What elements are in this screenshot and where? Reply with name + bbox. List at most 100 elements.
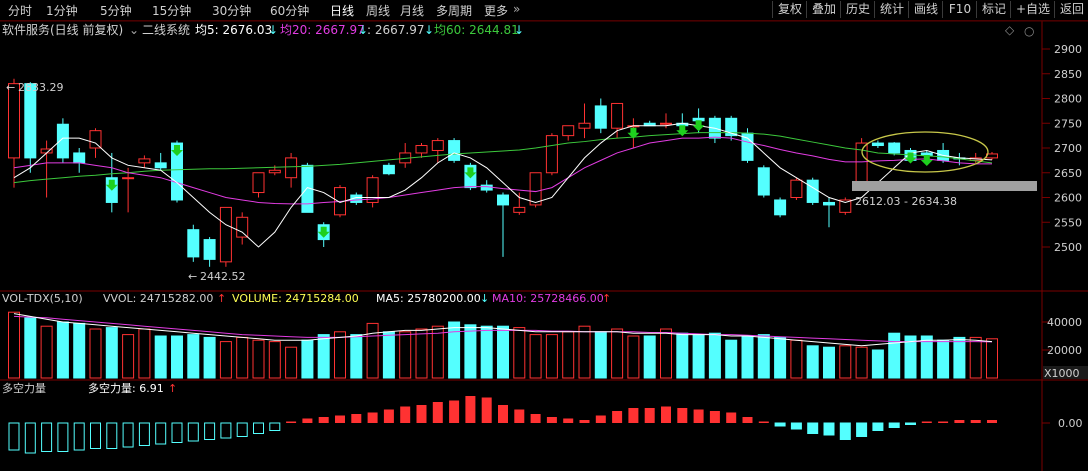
- vol-ma5-value: MA5: 25780200.00: [376, 292, 481, 305]
- candle: [431, 138, 444, 163]
- force-bar-positive: [514, 409, 525, 423]
- force-bar-negative: [187, 422, 199, 442]
- tab-5min[interactable]: 5分钟: [100, 4, 132, 18]
- force-bar-positive: [661, 406, 671, 423]
- force-bar-negative: [106, 422, 118, 449]
- force-bar-positive: [938, 421, 949, 423]
- force-bar-positive: [644, 408, 655, 423]
- tab-multi-period[interactable]: 多周期: [436, 4, 473, 18]
- tab-more[interactable]: 更多: [484, 4, 509, 18]
- candle: [285, 152, 298, 188]
- volume-axis: 40000 20000: [1042, 316, 1082, 357]
- volume-bar: [741, 335, 754, 379]
- candle: [545, 133, 558, 176]
- volume-bar: [138, 328, 151, 379]
- candle: [562, 125, 575, 141]
- volume-bar: [415, 328, 428, 379]
- force-panel-header: 多空力量 多空力量: 6.91 ↑: [2, 381, 177, 395]
- force-bar-positive: [286, 421, 297, 423]
- back-button[interactable]: 返回: [1054, 1, 1088, 18]
- force-bar-positive: [970, 420, 981, 423]
- high-annotation: 2833.29: [18, 81, 64, 94]
- instrument-title[interactable]: 软件服务(日线 前复权): [2, 22, 123, 37]
- force-bar-negative: [905, 422, 916, 425]
- force-indicator-title[interactable]: 多空力量: [2, 381, 46, 395]
- mark-button[interactable]: 标记: [976, 1, 1011, 18]
- tab-intraday[interactable]: 分时: [8, 4, 33, 18]
- tab-weekly[interactable]: 周线: [366, 4, 391, 18]
- candle: [937, 143, 950, 163]
- history-button[interactable]: 历史: [840, 1, 875, 18]
- high-pointer-icon: ←: [6, 81, 15, 94]
- ma5-line: [13, 122, 993, 248]
- force-bar-positive: [579, 420, 590, 423]
- candle: [594, 98, 607, 134]
- volume-bar: [203, 336, 216, 379]
- volume-bar: [937, 339, 950, 379]
- force-bar-negative: [856, 422, 868, 437]
- force-bar-negative: [807, 422, 819, 434]
- tab-monthly[interactable]: 月线: [400, 4, 425, 18]
- volume-bar: [823, 346, 835, 379]
- draw-line-button[interactable]: 画线: [908, 1, 943, 18]
- annotations: ← 2833.29 ← 2442.52 2612.03 - 2634.38: [6, 81, 1037, 283]
- panel-frames: [0, 20, 1088, 471]
- force-bar-negative: [122, 422, 134, 448]
- signal-arrow-icon: [920, 154, 933, 166]
- statistics-button[interactable]: 统计: [874, 1, 909, 18]
- volume-bar: [154, 335, 167, 379]
- volume-bar: [431, 325, 444, 379]
- candle: [24, 82, 37, 173]
- force-bar-positive: [693, 409, 704, 423]
- f10-button[interactable]: F10: [942, 1, 977, 18]
- force-bar-positive: [432, 402, 443, 423]
- volume-indicator-title[interactable]: VOL-TDX(5,10): [2, 292, 83, 305]
- force-bar-positive: [367, 412, 378, 423]
- force-bar-negative: [253, 422, 264, 434]
- add-watchlist-button[interactable]: +自选: [1010, 1, 1055, 18]
- diamond-icon[interactable]: ◇: [1005, 23, 1015, 37]
- overlay-button[interactable]: 叠加: [806, 1, 841, 18]
- volume-bar: [268, 341, 281, 379]
- tab-15min[interactable]: 15分钟: [152, 4, 192, 18]
- force-bar-positive: [612, 411, 623, 423]
- candle: [643, 120, 656, 127]
- candle: [56, 118, 69, 163]
- force-bar-negative: [872, 422, 884, 431]
- candle: [73, 148, 86, 173]
- tab-60min[interactable]: 60分钟: [270, 4, 310, 18]
- volume-bar: [969, 336, 982, 379]
- force-bar-positive: [954, 420, 965, 423]
- volume-bar: [187, 334, 200, 379]
- candle: [236, 212, 249, 245]
- candle: [203, 237, 216, 267]
- candle: [839, 197, 852, 215]
- volume-bar: [513, 327, 526, 379]
- candle: [122, 167, 135, 213]
- arrow-down-icon: ↓: [268, 23, 278, 37]
- force-bar-positive: [628, 408, 639, 423]
- tab-daily[interactable]: 日线: [330, 4, 355, 18]
- volume-bars: [8, 311, 998, 379]
- chevron-down-icon[interactable]: ⌄: [129, 23, 139, 37]
- volume-unit: X1000: [1044, 367, 1080, 380]
- price-tick-label: 2550: [1054, 216, 1082, 229]
- period-toolbar: 分时 1分钟 5分钟 15分钟 30分钟 60分钟 日线 周线 月线 多周期 更…: [0, 0, 1088, 21]
- tab-1min[interactable]: 1分钟: [46, 4, 78, 18]
- volume-bar: [529, 334, 542, 379]
- tab-30min[interactable]: 30分钟: [212, 4, 252, 18]
- adjust-button[interactable]: 复权: [772, 1, 807, 18]
- signal-arrow-icon: [171, 145, 183, 157]
- force-bar-negative: [839, 422, 851, 440]
- ma5-value: 均5: 2676.03: [195, 23, 272, 37]
- arrow-down-icon: ↓: [358, 23, 368, 37]
- volume-bar: [676, 332, 689, 379]
- force-bar-positive: [742, 417, 753, 423]
- double-chevron-right-icon[interactable]: »: [513, 2, 521, 16]
- force-bar-positive: [530, 414, 541, 423]
- circle-icon[interactable]: ○: [1024, 24, 1034, 38]
- force-bar-negative: [57, 422, 69, 452]
- volume-bar: [627, 335, 640, 379]
- price-tick-label: 2750: [1054, 117, 1082, 130]
